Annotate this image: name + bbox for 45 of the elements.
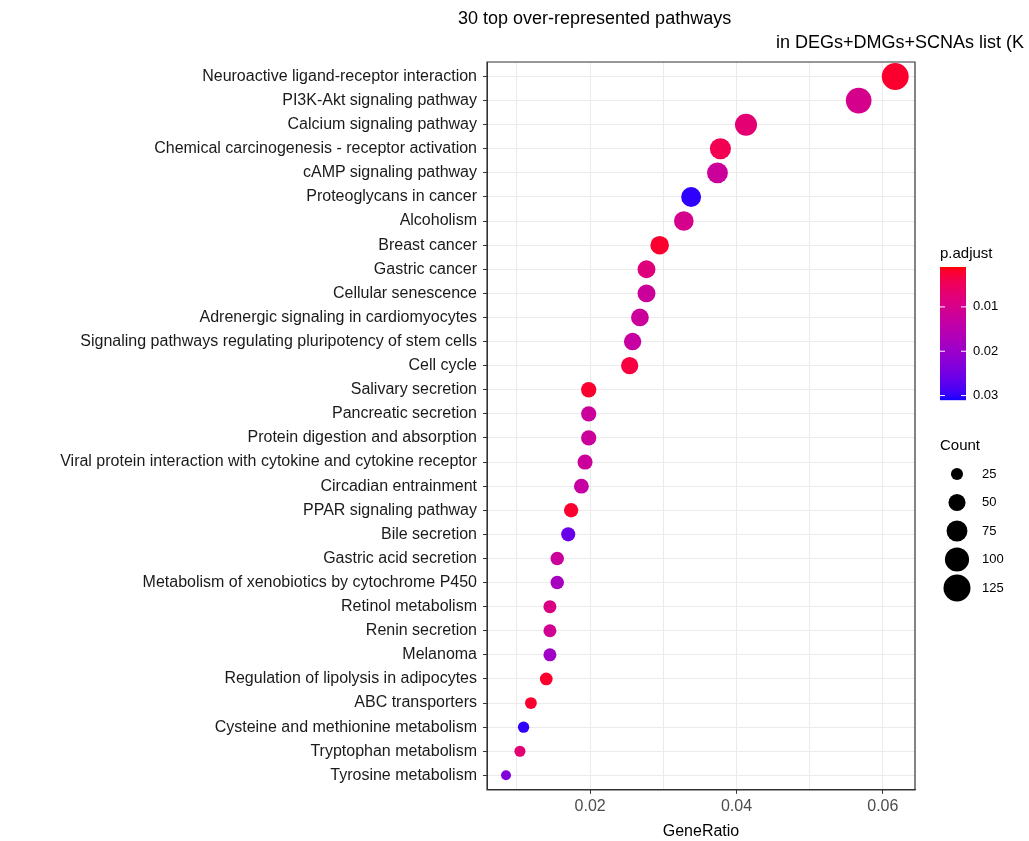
legend-label: 75	[982, 522, 997, 538]
y-tick-label: Salivary secretion	[350, 380, 477, 398]
y-tick-label: Retinol metabolism	[340, 597, 477, 615]
y-tick-label: Proteoglycans in cancer	[306, 187, 478, 205]
color-bar-label: 0.03	[973, 387, 999, 403]
x-tick-label: 0.06	[867, 796, 899, 814]
y-tick-label: PPAR signaling pathway	[302, 500, 477, 518]
color-bar-label: 0.02	[973, 342, 999, 358]
y-tick-label: Calcium signaling pathway	[287, 115, 477, 133]
y-tick-label: Cellular senescence	[332, 283, 478, 301]
y-tick-label: cAMP signaling pathway	[302, 163, 477, 181]
y-tick-label: Neuroactive ligand-receptor interaction	[202, 66, 477, 84]
y-tick-label: Adrenergic signaling in cardiomyocytes	[199, 307, 477, 325]
y-tick-label: Viral protein interaction with cytokine and cytokine receptor	[60, 452, 478, 470]
y-tick-label: Circadian entrainment	[320, 476, 478, 494]
legend-label: 125	[982, 579, 1004, 595]
legend-title: Count	[940, 436, 981, 453]
legend-label: 25	[982, 465, 997, 481]
y-tick-label: Renin secretion	[365, 621, 477, 639]
y-tick-label: Tryptophan metabolism	[310, 741, 477, 759]
y-tick-label: Cell cycle	[408, 356, 478, 374]
x-tick-label: 0.04	[720, 796, 753, 814]
color-bar-label: 0.01	[973, 298, 999, 314]
x-axis-title: GeneRatio	[662, 822, 740, 839]
legend-label: 50	[982, 494, 997, 510]
chart-title: 30 top over-represented pathways in DEGs+DMGs+SCNAs list (K	[458, 8, 1025, 52]
y-tick-label: Bile secretion	[380, 524, 477, 542]
y-tick-label: Chemical carcinogenesis - receptor activation	[154, 139, 477, 157]
y-tick-label: Tyrosine metabolism	[330, 765, 477, 783]
y-tick-label: Melanoma	[402, 645, 478, 663]
y-tick-label: Cysteine and methionine metabolism	[214, 717, 477, 735]
y-tick-label: Gastric acid secretion	[323, 548, 477, 566]
y-tick-label: ABC transporters	[354, 693, 477, 711]
y-tick-label: Gastric cancer	[373, 259, 478, 277]
y-tick-label: PI3K-Akt signaling pathway	[282, 90, 477, 108]
legend-label: 100	[982, 551, 1004, 567]
y-tick-label: Pancreatic secretion	[332, 404, 477, 422]
color-bar-title: p.adjust	[940, 244, 994, 261]
y-tick-label: Metabolism of xenobiotics by cytochrome P450	[142, 572, 478, 590]
y-tick-label: Protein digestion and absorption	[247, 428, 477, 446]
y-tick-label: Alcoholism	[399, 211, 477, 229]
y-tick-label: Signaling pathways regulating pluripotency of stem cells	[80, 331, 477, 349]
x-tick-label: 0.02	[574, 796, 606, 814]
y-tick-label: Regulation of lipolysis in adipocytes	[224, 669, 477, 687]
y-tick-label: Breast cancer	[378, 235, 478, 253]
